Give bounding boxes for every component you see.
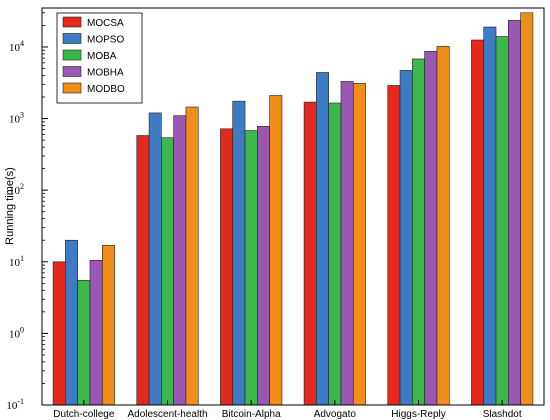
y-tick-label: 10-1 [6,397,24,412]
x-category-label: Dutch-college [53,409,115,420]
legend-swatch-mocsa [62,16,82,28]
bar-moba-dutch-college [77,280,91,406]
legend-label-mobha: MOBHA [87,68,124,79]
legend-swatch-moba [62,49,82,61]
legend-swatch-mopso [62,33,82,44]
bar-mobha-dutch-college [89,259,103,406]
bar-mopso-higgs-reply [399,70,413,406]
bar-moba-slashdot [495,36,509,406]
x-category-label: Adolescent-health [127,409,207,420]
bar-modbo-bitcoin-alpha [269,95,283,406]
bars-layer [52,12,534,406]
bar-mopso-slashdot [483,26,497,406]
bar-mopso-bitcoin-alpha [232,100,246,406]
bar-mocsa-higgs-reply [387,85,401,406]
bar-mobha-bitcoin-alpha [257,125,270,406]
bar-moba-advogato [328,102,342,406]
y-tick-label: 100 [9,325,24,340]
bar-mobha-slashdot [508,20,521,406]
x-category-label: Advogato [314,409,357,420]
bar-mobha-advogato [340,81,354,406]
legend-label-modbo: MODBO [87,84,125,95]
bar-moba-adolescent-health [161,137,174,406]
bar-modbo-higgs-reply [436,46,450,406]
bar-moba-bitcoin-alpha [244,130,258,406]
y-tick-label: 103 [9,111,24,126]
legend: MOCSA MOPSO MOBA MOBHA MODBO [56,12,143,104]
y-tick-label: 104 [9,39,24,54]
legend-swatch-mobha [62,66,82,77]
bar-mocsa-dutch-college [52,261,66,406]
legend-label-mopso: MOPSO [87,35,124,46]
bar-modbo-slashdot [520,12,534,406]
y-tick-label: 101 [9,254,24,269]
bar-mobha-adolescent-health [173,115,187,406]
y-tick-label: 102 [9,182,24,197]
bar-mopso-adolescent-health [148,112,162,406]
bar-mocsa-slashdot [471,39,485,406]
bar-mocsa-bitcoin-alpha [220,128,234,406]
legend-swatch-modbo [62,82,82,94]
x-axis: Dutch-college Adolescent-health Bitcoin-Al… [53,400,522,420]
bar-mobha-higgs-reply [424,50,438,406]
x-category-label: Bitcoin-Alpha [222,409,281,420]
bar-mocsa-adolescent-health [136,135,150,406]
y-axis-title: Running time(s) [4,167,16,245]
y-axis: 10-1 100 101 102 103 104 [6,12,48,412]
bar-modbo-dutch-college [101,244,115,406]
legend-label-moba: MOBA [87,51,117,62]
bar-modbo-advogato [352,83,366,406]
x-category-label: Higgs-Reply [391,409,445,420]
bar-mopso-dutch-college [65,239,78,406]
bar-modbo-adolescent-health [185,106,199,406]
bar-mopso-advogato [316,72,329,406]
plot-frame [41,7,545,406]
bar-moba-higgs-reply [412,58,425,406]
x-category-label: Slashdot [483,409,522,420]
bar-mocsa-advogato [303,101,317,406]
legend-label-mocsa: MOCSA [87,18,124,29]
